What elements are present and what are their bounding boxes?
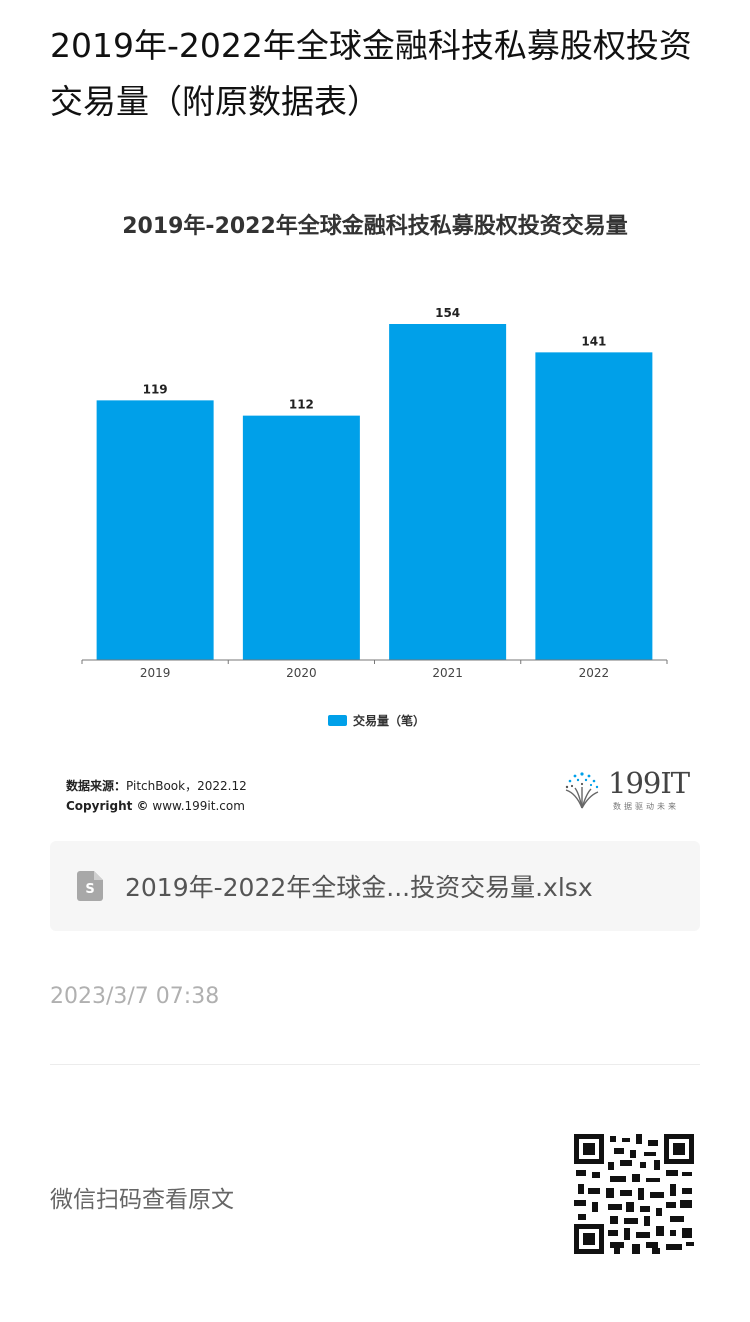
data-label: 154 bbox=[435, 306, 460, 320]
source-note: 数据来源：PitchBook，2022.12 Copyright © www.1… bbox=[66, 776, 247, 816]
bar bbox=[242, 415, 360, 660]
x-tick-label: 2021 bbox=[432, 666, 463, 680]
data-label: 112 bbox=[289, 398, 314, 412]
scan-qr-hint: 微信扫码查看原文 bbox=[50, 1187, 234, 1213]
legend-swatch bbox=[328, 715, 347, 726]
logo-text: 199IT bbox=[608, 766, 690, 800]
copyright-label: Copyright © bbox=[66, 799, 149, 813]
data-label: 141 bbox=[581, 334, 606, 348]
x-tick-label: 2019 bbox=[140, 666, 171, 680]
chart-legend: 交易量（笔） bbox=[328, 712, 425, 729]
page-title: 2019年-2022年全球金融科技私募股权投资交易量（附原数据表） bbox=[50, 26, 692, 121]
logo-199it: 199IT 数据驱动未来 bbox=[560, 766, 700, 816]
divider bbox=[50, 1064, 700, 1065]
chart-card: 2019年-2022年全球金融科技私募股权投资交易量 119 2019 112 202… bbox=[50, 180, 700, 830]
spreadsheet-file-icon: S bbox=[77, 871, 103, 901]
bar bbox=[96, 400, 214, 660]
x-tick-label: 2022 bbox=[579, 666, 610, 680]
legend-label: 交易量（笔） bbox=[353, 714, 426, 728]
logo-slogan: 数据驱动未来 bbox=[613, 802, 679, 811]
attachment-file-name[interactable]: 2019年-2022年全球金...投资交易量.xlsx bbox=[125, 873, 593, 902]
x-tick-label: 2020 bbox=[286, 666, 317, 680]
copyright-value: www.199it.com bbox=[152, 799, 245, 813]
bar bbox=[389, 324, 507, 660]
bar-chart: 119 2019 112 2020 154 2021 141 2022 bbox=[81, 306, 668, 680]
dandelion-logo-icon bbox=[565, 772, 599, 809]
data-label: 119 bbox=[143, 382, 168, 396]
source-label: 数据来源： bbox=[66, 779, 127, 793]
qr-code-icon[interactable] bbox=[574, 1134, 694, 1254]
source-value: PitchBook，2022.12 bbox=[126, 779, 247, 793]
attachment-card[interactable]: S 2019年-2022年全球金...投资交易量.xlsx bbox=[50, 841, 700, 931]
post-timestamp: 2023/3/7 07:38 bbox=[50, 984, 220, 1009]
chart-title: 2019年-2022年全球金融科技私募股权投资交易量 bbox=[122, 214, 628, 239]
svg-text:S: S bbox=[85, 882, 94, 897]
bar bbox=[535, 352, 653, 660]
